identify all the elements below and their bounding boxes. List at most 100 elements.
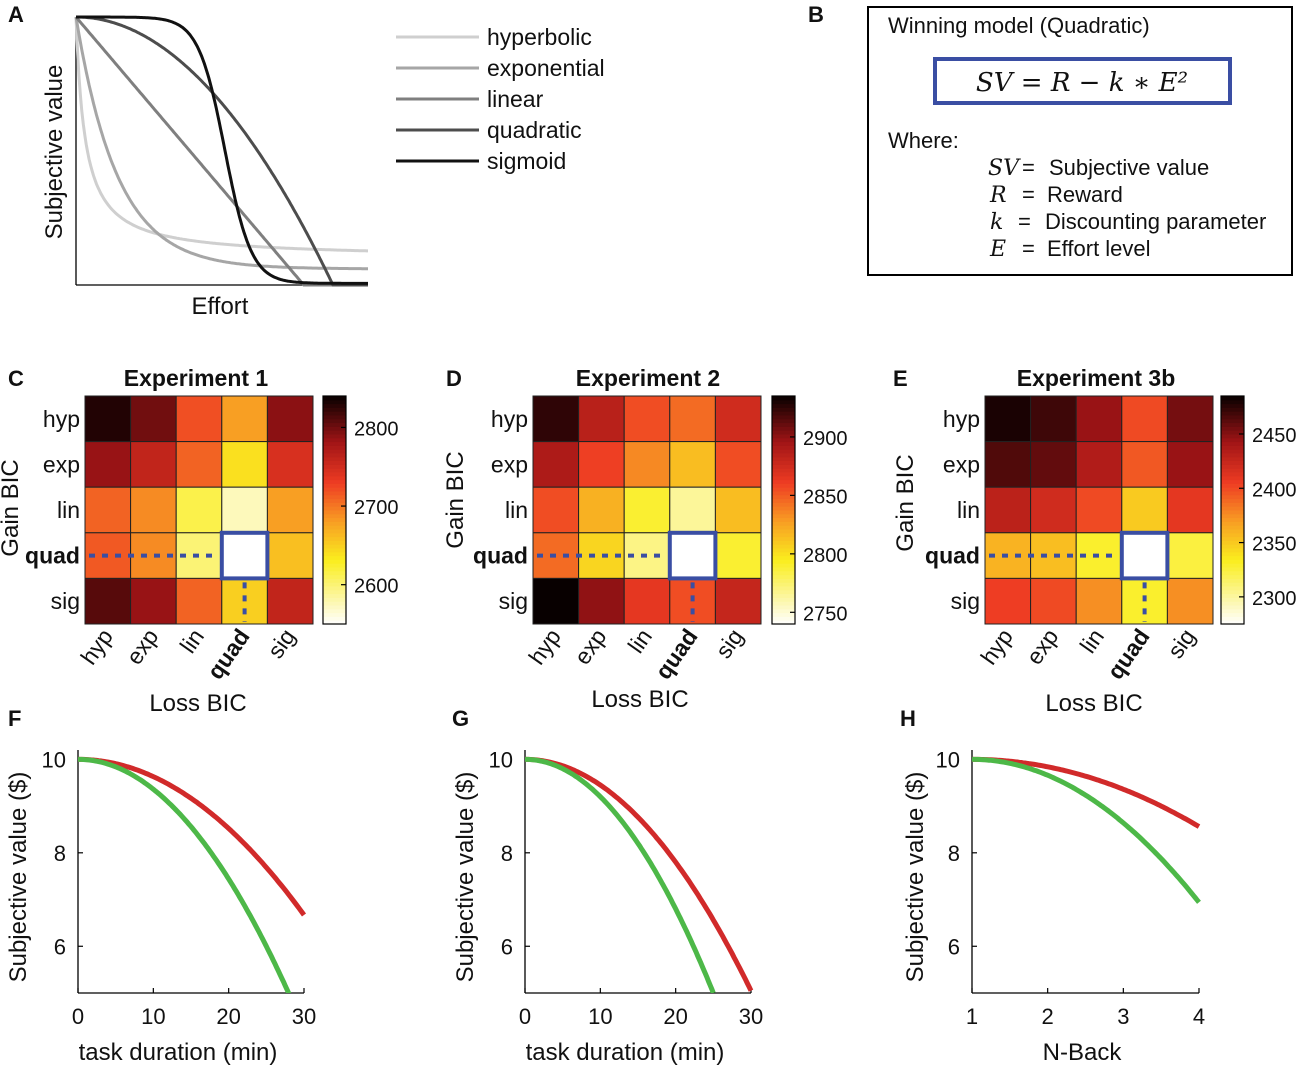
panel-letter-c: C: [8, 366, 24, 391]
colorbar-segment: [1221, 586, 1244, 591]
colorbar-segment: [323, 456, 346, 462]
colorbar-segment: [1221, 502, 1244, 507]
colorbar-segment: [323, 605, 346, 610]
colorbar-segment: [1221, 498, 1244, 503]
colorbar-tick-label: 2800: [354, 418, 399, 440]
panel-a: A Subjective value Effort hyperbolic expo…: [8, 2, 605, 320]
definitions: SV = Subjective value R = Reward k = Dis…: [988, 155, 1266, 262]
colorbar-segment: [323, 559, 346, 564]
heatmap-cell: [1166, 395, 1214, 443]
colorbar-segment: [323, 468, 346, 473]
heatmap-cell: [714, 486, 762, 534]
def-symbol: SV: [988, 156, 1021, 181]
heatmap-cell: [175, 395, 223, 443]
heatmap-cell: [984, 486, 1032, 534]
colorbar-segment: [323, 517, 346, 522]
colorbar-segment: [323, 597, 346, 602]
colorbar-segment: [1221, 407, 1244, 412]
colorbar-segment: [772, 536, 795, 541]
y-tick-label: 6: [948, 934, 960, 959]
heatmap-cell: [1030, 395, 1077, 443]
heatmap-cell: [1166, 441, 1214, 488]
colorbar-frame: [1220, 395, 1245, 625]
colorbar-segment: [323, 548, 346, 553]
heatmap-cell: [1121, 486, 1168, 534]
colorbar-segment: [1221, 460, 1244, 465]
heatmap-cell: [578, 441, 625, 488]
heatmap-cell: [669, 441, 716, 488]
colorbar-segment: [1221, 567, 1244, 572]
x-tick-label: 10: [588, 1004, 612, 1029]
colorbar-segment: [1221, 415, 1244, 420]
row-tick-label: quad: [25, 543, 80, 569]
colorbar-segment: [323, 551, 346, 557]
colorbar-segment: [1221, 601, 1244, 606]
row-tick-label: exp: [43, 451, 80, 477]
def-text: Reward: [1047, 182, 1123, 207]
colorbar-segment: [772, 430, 795, 435]
x-tick-label: 30: [292, 1004, 316, 1029]
colorbar-segment: [1221, 529, 1244, 534]
panel-b: B Winning model (Quadratic) SV = R − k ∗…: [808, 2, 1293, 276]
colorbar-segment: [772, 605, 795, 610]
colorbar-segment: [323, 475, 346, 481]
curve-red: [525, 756, 754, 992]
x-tick-label: 30: [739, 1004, 763, 1029]
colorbar-segment: [323, 574, 346, 579]
colorbar-segment: [1221, 453, 1244, 458]
colorbar-segment: [323, 578, 346, 583]
x-tick-label: 20: [663, 1004, 687, 1029]
colorbar-segment: [1221, 437, 1244, 443]
curve-quadratic: [76, 15, 368, 287]
colorbar-segment: [772, 601, 795, 606]
colorbar-segment: [772, 612, 795, 617]
colorbar-segment: [1221, 430, 1244, 435]
def-equals: =: [1018, 209, 1031, 234]
colorbar-segment: [323, 434, 346, 439]
heatmap-cell: [1166, 532, 1214, 579]
heatmap-cell: [1075, 577, 1123, 625]
heatmap-cell: [578, 395, 625, 443]
colorbar-segment: [772, 529, 795, 534]
colorbar-segment: [772, 434, 795, 439]
colorbar-segment: [323, 521, 346, 526]
colorbar-segment: [323, 483, 346, 488]
heatmap-cell: [1121, 441, 1168, 488]
heatmap-title: Experiment 3b: [1017, 365, 1176, 391]
colorbar-segment: [1221, 411, 1244, 416]
col-tick-label: exp: [569, 624, 612, 669]
colorbar-segment: [772, 472, 795, 477]
heatmap-cell: [266, 486, 314, 534]
colorbar-segment: [323, 441, 346, 446]
colorbar-segment: [1221, 487, 1244, 492]
colorbar-segment: [323, 437, 346, 443]
col-tick-label: sig: [710, 624, 748, 663]
heatmap-ylabel: Gain BIC: [0, 459, 24, 556]
colorbar-segment: [772, 525, 795, 530]
heatmap-cell: [221, 532, 268, 579]
colorbar-segment: [323, 403, 346, 408]
colorbar-segment: [772, 487, 795, 492]
winning-model-marker: [667, 530, 718, 581]
colorbar-segment: [772, 437, 795, 443]
panel-letter-b: B: [808, 2, 824, 27]
colorbar-segment: [772, 449, 795, 454]
heatmap-cell: [623, 441, 671, 488]
heatmap-cell: [84, 577, 132, 625]
colorbar-segment: [1221, 574, 1244, 579]
curve-linear: [74, 16, 368, 287]
colorbar-segment: [772, 494, 795, 500]
col-tick-label: quad: [202, 624, 255, 684]
row-tick-label: sig: [51, 588, 80, 614]
plot-ylabel: Subjective value ($): [902, 772, 929, 983]
colorbar-segment: [772, 620, 795, 625]
colorbar-segment: [1221, 578, 1244, 583]
heatmap-cell: [1166, 577, 1214, 625]
heatmap-title: Experiment 2: [576, 365, 720, 391]
heatmap-cell: [84, 441, 132, 488]
colorbar-segment: [1221, 536, 1244, 541]
